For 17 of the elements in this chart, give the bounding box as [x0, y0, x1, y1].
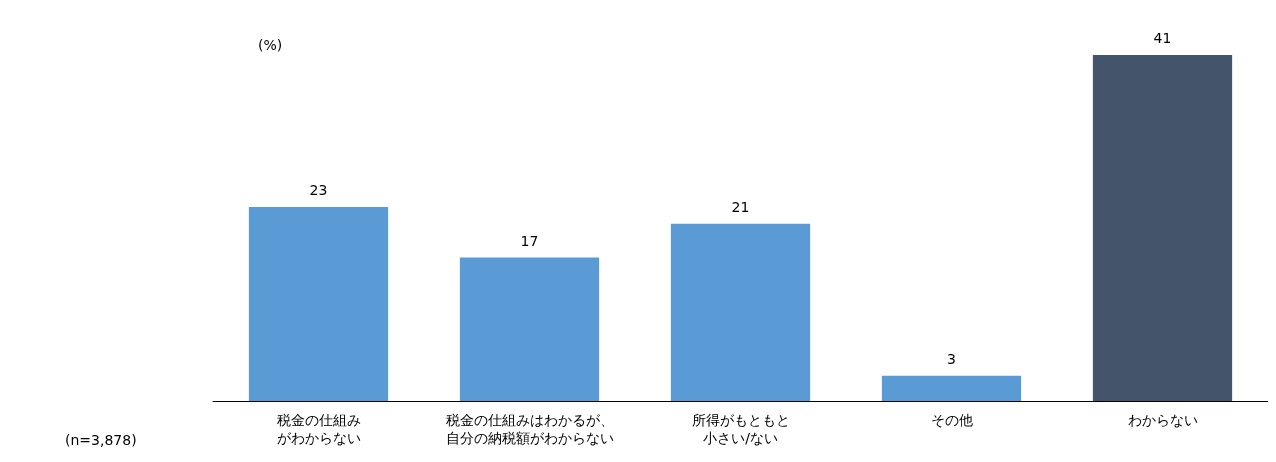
data-label: 21 — [731, 198, 750, 215]
x-tick-label: 税金の仕組みがわからない — [276, 412, 361, 446]
data-label: 3 — [947, 350, 956, 367]
data-label: 17 — [520, 232, 539, 249]
x-tick-label: その他 — [930, 412, 973, 428]
y-axis-title: (%) — [258, 37, 283, 53]
data-label: 23 — [309, 181, 328, 198]
bar — [1092, 55, 1233, 401]
bar — [881, 375, 1022, 401]
text: (n=3,878) — [65, 432, 137, 448]
data-label: 41 — [1153, 30, 1172, 46]
x-tick-label: 所得がもともと小さい/ない — [691, 412, 790, 446]
bar — [670, 223, 811, 401]
bar — [248, 206, 389, 401]
x-tick-label: わからない — [1127, 412, 1198, 428]
x-tick-label: 税金の仕組みはわかるが、自分の納税額がわからない — [445, 412, 614, 446]
bar — [459, 257, 600, 401]
